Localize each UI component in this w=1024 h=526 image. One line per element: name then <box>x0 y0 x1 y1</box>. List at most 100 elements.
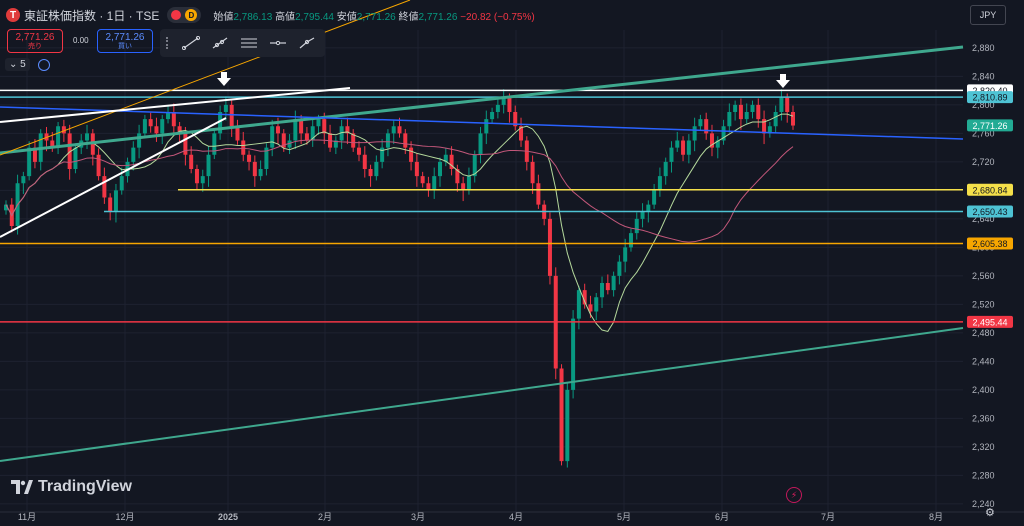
sell-button[interactable]: 2,771.26 売り <box>7 29 63 53</box>
resistance-line <box>0 106 964 140</box>
candle <box>108 193 113 221</box>
candle <box>767 121 772 138</box>
y-tick-label: 2,520 <box>972 299 995 309</box>
candle <box>733 100 738 121</box>
y-tick-label: 2,560 <box>972 271 995 281</box>
symbol-title[interactable]: 東証株価指数 · 1日 · TSE <box>24 8 160 23</box>
candle <box>582 283 587 309</box>
candle <box>600 276 605 308</box>
fib-tool-icon[interactable] <box>237 33 261 53</box>
candle <box>287 134 292 155</box>
buy-button[interactable]: 2,771.26 買い <box>97 29 153 53</box>
white-support-line <box>0 117 227 238</box>
candle <box>56 121 61 155</box>
candle <box>218 105 223 140</box>
candle <box>166 105 171 124</box>
x-tick-label: 2025 <box>218 512 238 522</box>
y-tick-label: 2,640 <box>972 214 995 224</box>
x-tick-label: 6月 <box>715 512 729 522</box>
y-tick-label: 2,720 <box>972 157 995 167</box>
candle <box>542 200 547 226</box>
candle <box>270 119 275 157</box>
indicator-toggle[interactable]: ⌄ 5 <box>5 58 50 71</box>
candle <box>773 105 778 133</box>
candle <box>657 167 662 197</box>
candle <box>264 143 269 176</box>
candle <box>229 100 234 137</box>
currency-selector[interactable]: JPY <box>970 5 1006 25</box>
drag-handle-icon[interactable] <box>166 37 174 49</box>
candle <box>333 136 338 155</box>
candle <box>351 129 356 152</box>
candle <box>681 136 686 162</box>
candle <box>160 114 165 145</box>
candle <box>762 110 767 145</box>
candle <box>565 383 570 468</box>
candle <box>738 98 743 130</box>
price-tag-label: 2,820.40 <box>972 86 1007 96</box>
candle <box>490 107 495 124</box>
candle <box>547 212 552 285</box>
candle <box>785 93 790 123</box>
price-tag: 2,680.84 <box>967 183 1013 196</box>
candle <box>501 89 506 114</box>
trend-line-tool-icon[interactable] <box>179 33 203 53</box>
candle <box>391 119 396 145</box>
candle <box>385 129 390 157</box>
candles <box>4 89 795 468</box>
drawing-toolbar <box>160 29 325 57</box>
bolt-icon[interactable]: ⚡ <box>786 487 802 503</box>
candle <box>194 164 199 190</box>
candle <box>675 131 680 152</box>
x-tick-label: 12月 <box>115 512 134 522</box>
candle <box>623 238 628 273</box>
chart-header: T 東証株価指数 · 1日 · TSE D 始値2,786.13 高値2,795… <box>0 0 535 30</box>
candle <box>420 171 425 188</box>
tradingview-logo[interactable]: TradingView <box>11 478 132 496</box>
candle <box>628 228 633 252</box>
candle <box>252 155 257 187</box>
candle <box>709 124 714 157</box>
price-tag: 2,605.38 <box>967 237 1013 250</box>
trade-buttons: 2,771.26 売り 0.00 2,771.26 買い <box>7 29 153 53</box>
exchange-logo: T <box>6 8 20 22</box>
candle <box>32 139 37 169</box>
candle <box>432 167 437 199</box>
candle <box>652 183 657 209</box>
candle <box>571 310 576 399</box>
candle <box>4 200 8 215</box>
sync-icon[interactable] <box>37 58 50 71</box>
market-status-icon <box>171 10 182 20</box>
x-tick-label: 8月 <box>929 512 943 522</box>
candle <box>669 141 674 173</box>
ma-short-line <box>5 113 794 333</box>
candle <box>142 114 147 138</box>
price-tag-label: 2,771.26 <box>972 121 1007 131</box>
candle <box>258 160 263 181</box>
candle <box>21 171 26 194</box>
price-tag-label: 2,605.38 <box>972 239 1007 249</box>
candle <box>438 157 443 187</box>
price-tag-label: 2,650.43 <box>972 207 1007 217</box>
tradingview-mark-icon <box>11 480 33 494</box>
price-tag-label: 2,495.44 <box>972 317 1007 327</box>
candle <box>605 274 610 295</box>
horizontal-line-tool-icon[interactable] <box>266 33 290 53</box>
price-axis <box>966 30 1024 526</box>
candle <box>189 146 194 174</box>
gear-icon[interactable]: ⚙ <box>985 507 995 519</box>
marker-arrow-icon <box>776 74 790 88</box>
ohlc-readout: 始値2,786.13 高値2,795.44 安値2,771.26 終値2,771… <box>213 11 535 23</box>
spread-value: 0.00 <box>73 36 89 45</box>
candle <box>484 110 489 145</box>
lower-channel-line <box>0 327 964 462</box>
brush-tool-icon[interactable] <box>295 33 319 53</box>
candle <box>235 119 240 145</box>
candle <box>90 129 95 166</box>
ray-tool-icon[interactable] <box>208 33 232 53</box>
status-pill[interactable]: D <box>167 7 202 23</box>
candle <box>426 176 431 197</box>
candle <box>495 98 500 119</box>
candle <box>611 271 616 297</box>
